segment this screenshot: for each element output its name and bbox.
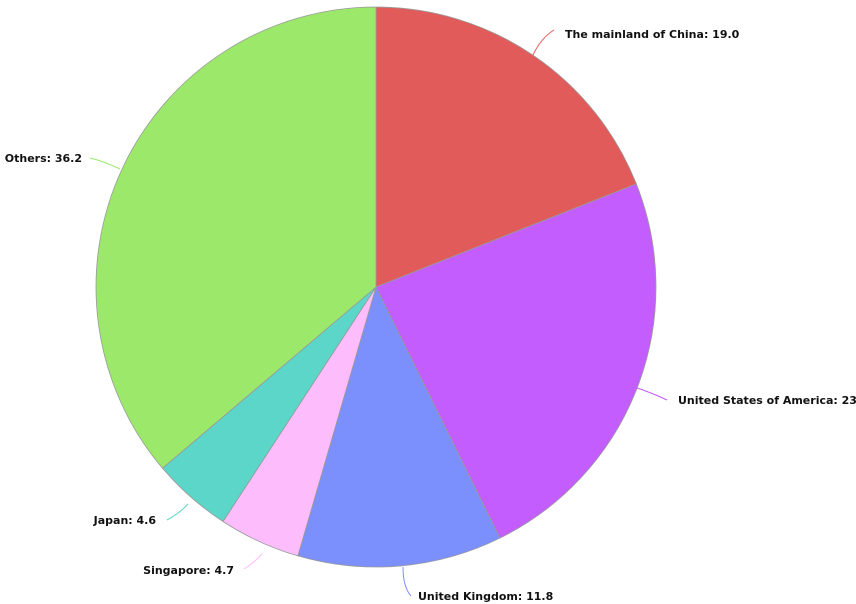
pie-slices bbox=[95, 6, 657, 568]
leader-line-singapore bbox=[243, 553, 263, 570]
pie-slice-united-kingdom bbox=[297, 285, 501, 568]
leader-line-united-kingdom bbox=[402, 566, 412, 597]
pie-slice-mainland-china bbox=[375, 6, 637, 288]
data-label-mainland-china: The mainland of China: 19.0 bbox=[565, 28, 740, 41]
data-label-others: Others: 36.2 bbox=[5, 152, 82, 165]
data-label-japan: Japan: 4.6 bbox=[93, 514, 157, 527]
data-label-united-kingdom: United Kingdom: 11.8 bbox=[418, 590, 553, 603]
data-labels: The mainland of China: 19.0 United State… bbox=[5, 28, 856, 603]
pie-slice-others bbox=[95, 6, 377, 469]
leader-line-japan bbox=[166, 503, 189, 521]
data-label-united-states: United States of America: 23.7 bbox=[678, 394, 856, 407]
leader-line-united-states bbox=[633, 386, 668, 401]
leader-lines bbox=[89, 29, 668, 597]
data-label-singapore: Singapore: 4.7 bbox=[143, 564, 234, 577]
leader-line-mainland-china bbox=[532, 29, 555, 56]
leader-line-others bbox=[89, 157, 121, 170]
